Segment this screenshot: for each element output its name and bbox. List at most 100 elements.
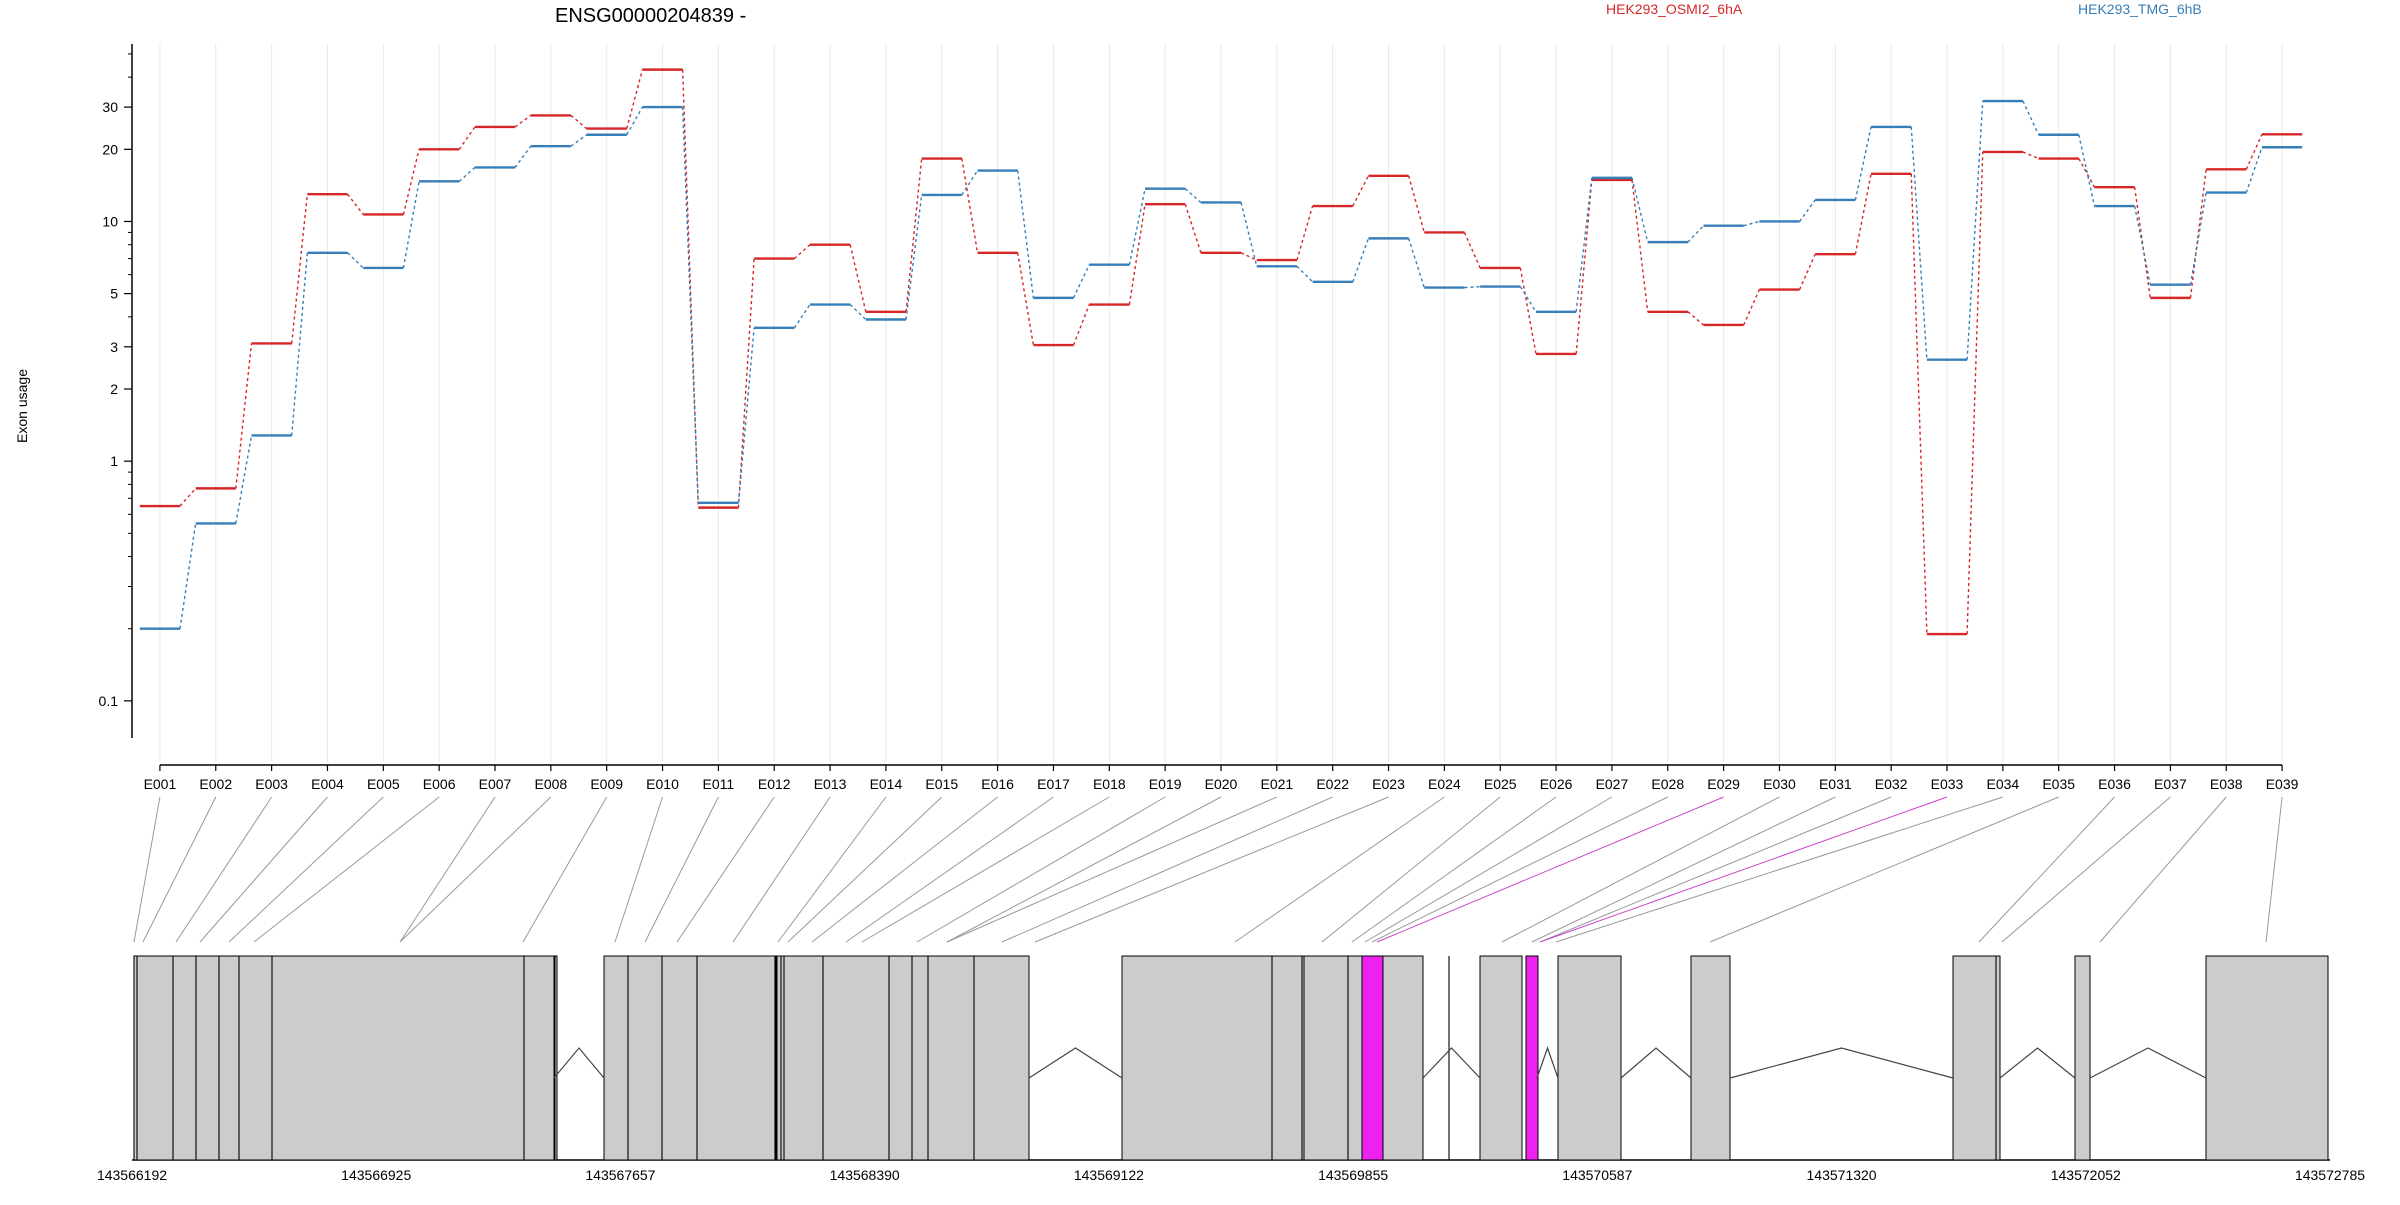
x-tick-label: E019 <box>1149 776 1182 792</box>
series-transition <box>1352 238 1370 283</box>
exon-block <box>554 955 558 1161</box>
exon-block <box>2074 955 2091 1161</box>
series-transition <box>1910 173 1928 635</box>
x-tick-label: E034 <box>1986 776 2019 792</box>
x-tick-label: E001 <box>144 776 177 792</box>
series-osmi2 <box>139 68 2303 636</box>
series-transition <box>1240 202 1258 267</box>
exon-block <box>1690 955 1731 1161</box>
series-transition <box>849 244 867 312</box>
series-transition <box>402 181 420 269</box>
exon-connector-line <box>1034 796 1389 943</box>
series-transition <box>737 327 755 503</box>
exon-connector-line <box>228 796 384 943</box>
series-transition <box>905 158 923 312</box>
series-transition <box>1743 220 1760 227</box>
highlighted-exon <box>1361 955 1384 1161</box>
exon-connector-line <box>1978 796 2115 943</box>
genomic-coordinate-label: 143568390 <box>830 1167 900 1183</box>
exon-connector-line <box>1501 796 1780 943</box>
series-transition <box>1798 253 1816 290</box>
series-transition <box>1464 285 1481 289</box>
series-transition <box>347 252 364 269</box>
exon-connector-line <box>199 796 328 943</box>
series-transition <box>1798 199 1816 222</box>
exon-connector-line <box>644 796 719 943</box>
x-tick-label: E035 <box>2042 776 2075 792</box>
intron-line <box>1620 1047 1692 1079</box>
y-tick-label: 2 <box>110 381 118 397</box>
series-transition <box>291 252 309 436</box>
series-transition <box>1240 252 1258 261</box>
x-tick-label: E033 <box>1931 776 1964 792</box>
series-transition <box>235 343 253 489</box>
y-tick-label: 5 <box>110 286 118 302</box>
x-tick-label: E024 <box>1428 776 1461 792</box>
series-transition <box>1854 126 1872 201</box>
series-transition <box>2133 205 2151 285</box>
x-tick-label: E009 <box>590 776 623 792</box>
intron-line <box>1028 1047 1123 1079</box>
series-transition <box>1352 175 1370 207</box>
genomic-coordinate-label: 143566192 <box>97 1167 167 1183</box>
x-tick-label: E020 <box>1205 776 1238 792</box>
exon-connector-line <box>142 796 217 943</box>
series-transition <box>1128 188 1146 265</box>
series-transition <box>2245 147 2263 193</box>
x-tick-label: E012 <box>758 776 791 792</box>
x-tick-label: E004 <box>311 776 344 792</box>
legend-entry-osmi2: HEK293_OSMI2_6hA <box>1606 1 1743 17</box>
exon-block <box>1121 955 1305 1161</box>
exon-connector-line <box>253 796 440 943</box>
series-transition <box>2022 151 2039 160</box>
series-transition <box>291 194 309 344</box>
intron-line <box>1536 1046 1559 1079</box>
series-transition <box>402 149 420 215</box>
series-transition <box>347 193 364 215</box>
exon-connector-line <box>1376 796 1724 943</box>
series-transition <box>793 244 811 260</box>
exon-connector-line <box>777 796 887 943</box>
series-transition <box>1687 225 1705 243</box>
series-transition <box>1687 311 1704 326</box>
series-transition <box>626 106 644 136</box>
intron-line <box>1999 1047 2076 1079</box>
exon-block <box>133 955 555 1161</box>
series-transition <box>1743 289 1760 326</box>
genomic-coordinate-label: 143572785 <box>2295 1167 2365 1183</box>
x-tick-label: E031 <box>1819 776 1852 792</box>
series-transition <box>514 145 532 168</box>
highlighted-exon <box>1525 955 1539 1161</box>
genomic-coordinate-label: 143569122 <box>1074 1167 1144 1183</box>
exon-connector-line <box>1371 796 1668 943</box>
exon-block <box>603 955 777 1161</box>
x-tick-label: E007 <box>479 776 512 792</box>
x-tick-label: E038 <box>2210 776 2243 792</box>
series-tmg <box>139 99 2303 630</box>
x-tick-label: E022 <box>1316 776 1349 792</box>
series-transition <box>2189 192 2207 285</box>
series-transition <box>1407 238 1425 288</box>
x-tick-label: E029 <box>1707 776 1740 792</box>
x-tick-label: E016 <box>981 776 1014 792</box>
series-transition <box>1017 170 1035 298</box>
series-transition <box>961 158 979 253</box>
exon-connector-line <box>1539 796 1892 943</box>
x-tick-label: E017 <box>1037 776 1070 792</box>
exon-connector-line <box>399 796 552 943</box>
exon-connector-line <box>1321 796 1501 943</box>
y-tick-label: 10 <box>102 213 118 229</box>
series-transition <box>1966 151 1984 635</box>
series-transition <box>1072 304 1090 346</box>
exon-connector-line <box>2265 796 2283 943</box>
x-tick-label: E028 <box>1651 776 1684 792</box>
y-tick-label: 1 <box>110 453 118 469</box>
x-tick-label: E037 <box>2154 776 2187 792</box>
series-transition <box>1296 205 1314 261</box>
x-tick-label: E032 <box>1875 776 1908 792</box>
x-tick-label: E036 <box>2098 776 2131 792</box>
exon-connector-line <box>1364 796 1613 943</box>
x-tick-label: E014 <box>870 776 903 792</box>
